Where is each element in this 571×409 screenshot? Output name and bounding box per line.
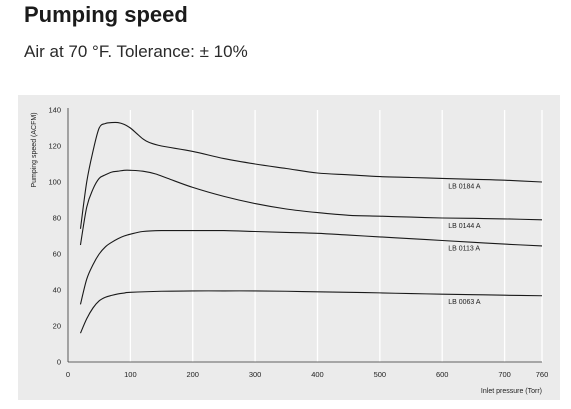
series-label-lb-0184-a: LB 0184 A <box>448 183 481 190</box>
y-tick-label-60: 60 <box>53 250 61 259</box>
x-tick-label-400: 400 <box>311 370 324 379</box>
series-label-lb-0113-a: LB 0113 A <box>448 246 480 253</box>
x-tick-label-0: 0 <box>66 370 70 379</box>
x-tick-label-200: 200 <box>186 370 199 379</box>
y-axis-label: Pumping speed (ACFM) <box>31 112 38 187</box>
series-layer: LB 0184 A LB 0144 A LB 0113 A LB 0063 A <box>79 121 543 334</box>
series-line-lb-0184-a <box>79 121 543 229</box>
x-tick-label-300: 300 <box>249 370 262 379</box>
y-tick-label-140: 140 <box>48 106 61 115</box>
page-subtitle: Air at 70 °F. Tolerance: ± 10% <box>24 42 248 61</box>
x-tick-label-100: 100 <box>124 370 137 379</box>
chart-panel <box>18 95 560 400</box>
y-tick-label-80: 80 <box>53 214 61 223</box>
series-line-lb-0144-a <box>79 169 543 246</box>
page-title: Pumping speed <box>24 2 188 27</box>
x-tick-label-760: 760 <box>536 370 549 379</box>
series-line-lb-0113-a <box>79 229 543 305</box>
series-line-lb-0063-a <box>79 290 543 334</box>
series-label-lb-0063-a: LB 0063 A <box>448 299 481 306</box>
y-tick-label-0: 0 <box>57 358 61 367</box>
tick-layer: 0 20 40 60 80 100 120 140 0 100 200 300 400 500 600 700… <box>48 106 548 380</box>
y-tick-label-20: 20 <box>53 322 61 331</box>
y-tick-label-120: 120 <box>48 142 61 151</box>
x-tick-label-500: 500 <box>374 370 387 379</box>
y-tick-label-100: 100 <box>48 178 61 187</box>
axis-layer <box>67 108 542 363</box>
grid-layer <box>129 110 543 362</box>
y-tick-label-40: 40 <box>53 286 61 295</box>
x-tick-label-600: 600 <box>436 370 449 379</box>
x-axis-label: Inlet pressure (Torr) <box>481 388 542 395</box>
x-tick-label-700: 700 <box>498 370 511 379</box>
series-label-lb-0144-a: LB 0144 A <box>448 223 481 230</box>
